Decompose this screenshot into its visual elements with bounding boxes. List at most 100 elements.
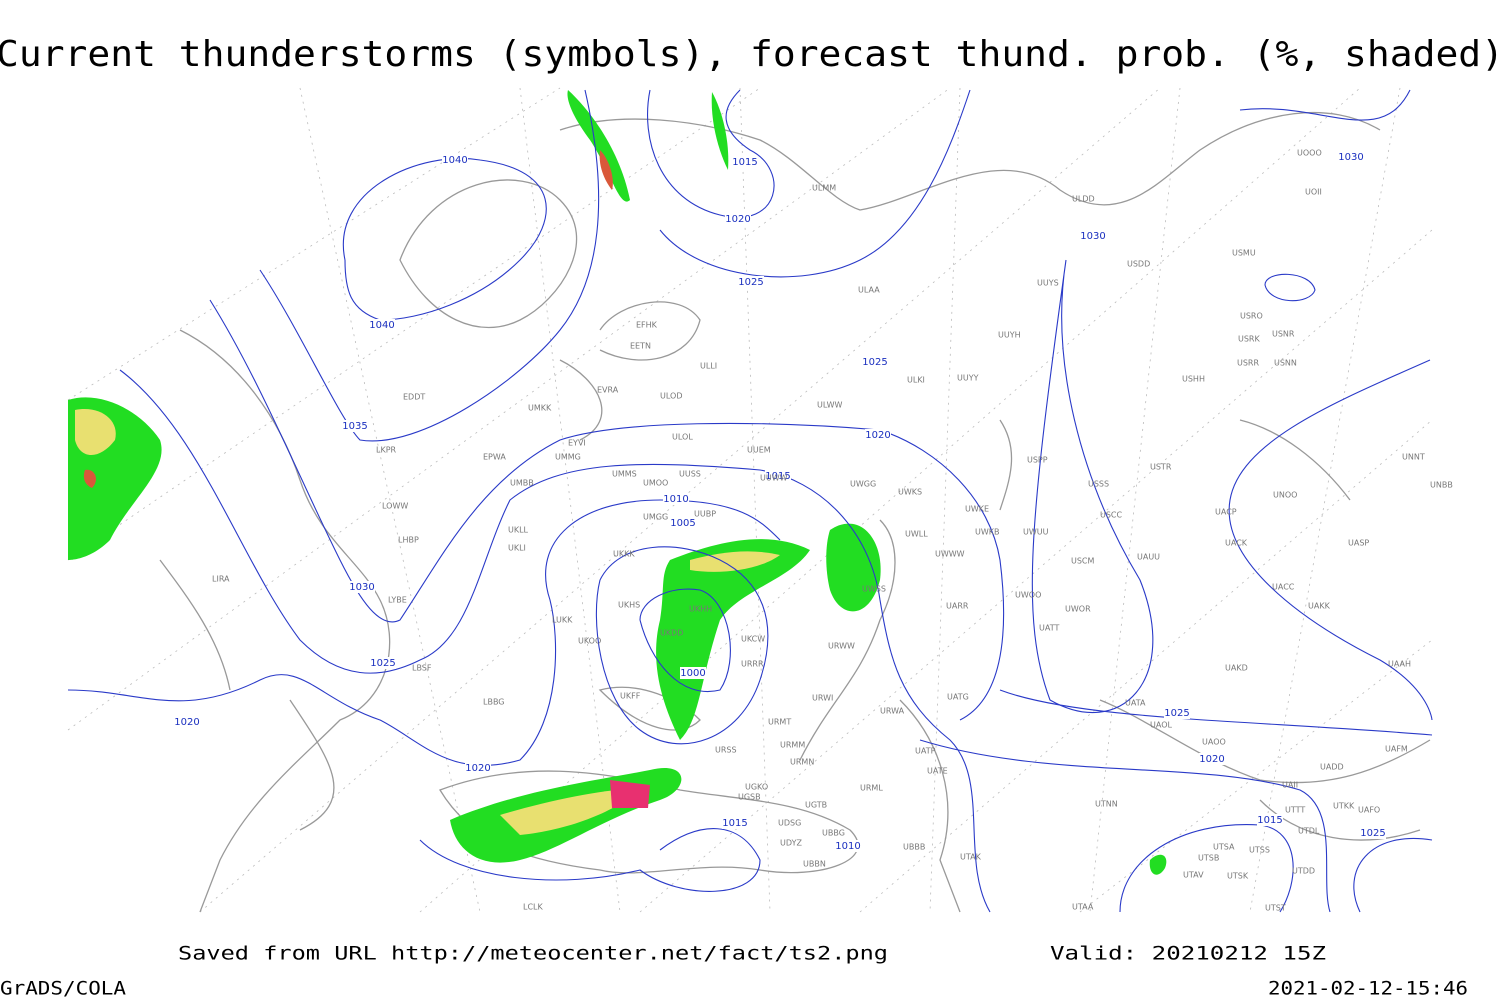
station-code: UGSB bbox=[738, 793, 761, 802]
station-code: UWOO bbox=[1015, 591, 1041, 600]
station-code: UOII bbox=[1305, 188, 1322, 197]
isobar-label-bg bbox=[1164, 707, 1190, 719]
isobar-label-bg bbox=[725, 213, 751, 225]
station-code: EFHK bbox=[636, 321, 658, 330]
station-code: USMU bbox=[1232, 249, 1256, 258]
station-code: UUEM bbox=[747, 446, 771, 455]
isobar-label-bg bbox=[1338, 151, 1364, 163]
station-code: USRR bbox=[1237, 359, 1259, 368]
station-code: UTAK bbox=[960, 853, 982, 862]
station-code: ULMM bbox=[812, 184, 836, 193]
station-code: UUYY bbox=[957, 374, 979, 383]
station-code: USPP bbox=[1027, 456, 1048, 465]
coastlines bbox=[159, 111, 1431, 913]
station-code: UKFF bbox=[620, 692, 641, 701]
station-code: URMT bbox=[768, 718, 791, 727]
station-code: UAFM bbox=[1385, 745, 1408, 754]
station-code: EPWA bbox=[483, 453, 506, 462]
station-code: URRR bbox=[741, 660, 764, 669]
station-code: UUBP bbox=[694, 510, 716, 519]
station-code: UTST bbox=[1265, 904, 1286, 913]
station-code: UDYZ bbox=[780, 839, 802, 848]
station-code: UUWW bbox=[760, 474, 788, 483]
isobar-label-bg bbox=[670, 517, 696, 529]
station-code: UTKK bbox=[1333, 802, 1355, 811]
isobar-label: 1020 bbox=[1199, 754, 1224, 765]
station-code: UAII bbox=[1282, 781, 1298, 790]
station-code: UTDD bbox=[1292, 867, 1315, 876]
isobar-label: 1010 bbox=[835, 841, 860, 852]
station-code: USCM bbox=[1071, 557, 1095, 566]
station-code: UWKB bbox=[975, 528, 1000, 537]
isobar-label-bg bbox=[369, 319, 395, 331]
station-code: LBBG bbox=[483, 698, 505, 707]
isobar-label: 1020 bbox=[725, 214, 750, 225]
station-code: UDSG bbox=[778, 819, 801, 828]
station-code: USCC bbox=[1100, 511, 1123, 520]
station-code: UNBB bbox=[1430, 481, 1453, 490]
station-code: UTTT bbox=[1285, 806, 1305, 815]
station-code: ULAA bbox=[858, 286, 880, 295]
station-code: UKLI bbox=[508, 544, 526, 553]
isobar-label: 1025 bbox=[1164, 708, 1189, 719]
isobar-label-bg bbox=[732, 156, 758, 168]
isobar-label-bg bbox=[442, 154, 468, 166]
isobar-label: 1010 bbox=[663, 494, 688, 505]
station-code: UWOR bbox=[1065, 605, 1091, 614]
isobar-label: 1030 bbox=[1338, 152, 1363, 163]
station-code: UKLL bbox=[508, 526, 529, 535]
station-code: UBBG bbox=[822, 829, 845, 838]
station-code: UATA bbox=[1125, 699, 1146, 708]
station-code: UTSA bbox=[1213, 843, 1235, 852]
isobar-label: 1040 bbox=[369, 320, 394, 331]
station-code: UMKK bbox=[528, 404, 552, 413]
station-code: UWUU bbox=[1023, 528, 1049, 537]
isobar-label: 1020 bbox=[174, 717, 199, 728]
isobar-label: 1015 bbox=[722, 818, 747, 829]
station-code: UTDL bbox=[1298, 827, 1320, 836]
station-code: UUYH bbox=[998, 331, 1021, 340]
station-code: UUYS bbox=[1037, 279, 1059, 288]
station-code: LCLK bbox=[523, 903, 544, 912]
isobar-label: 1025 bbox=[738, 277, 763, 288]
thunderstorm-probability bbox=[68, 90, 1167, 875]
station-code: UTSB bbox=[1198, 854, 1219, 863]
station-code: ULLI bbox=[700, 362, 717, 371]
station-code: EDDT bbox=[403, 393, 425, 402]
source-url: Saved from URL http://meteocenter.net/fa… bbox=[178, 943, 888, 965]
isobar-label-bg bbox=[865, 429, 891, 441]
isobar-label: 1015 bbox=[732, 157, 757, 168]
station-code: UATE bbox=[927, 767, 948, 776]
station-code: UWKS bbox=[898, 488, 922, 497]
station-code: URML bbox=[860, 784, 883, 793]
station-code: USDD bbox=[1127, 260, 1150, 269]
isobar-label: 1020 bbox=[865, 430, 890, 441]
isobar-label-bg bbox=[342, 420, 368, 432]
station-code: USSS bbox=[1088, 480, 1109, 489]
station-code: UAKK bbox=[1308, 602, 1331, 611]
station-code: URWA bbox=[880, 707, 905, 716]
station-code: UWSS bbox=[862, 585, 886, 594]
station-code: UUSS bbox=[679, 470, 701, 479]
isobar-label: 1030 bbox=[349, 582, 374, 593]
station-code: ULOD bbox=[660, 392, 682, 401]
station-code: UATG bbox=[947, 693, 969, 702]
station-code: USRO bbox=[1240, 312, 1263, 321]
isobar-label-bg bbox=[1199, 753, 1225, 765]
isobar-label-bg bbox=[370, 657, 396, 669]
station-code: LOWW bbox=[382, 502, 408, 511]
isobar-label: 1035 bbox=[342, 421, 367, 432]
station-code: UARR bbox=[946, 602, 969, 611]
station-code: UWKE bbox=[965, 505, 989, 514]
isobar-label-bg bbox=[835, 840, 861, 852]
isobar-label-bg bbox=[680, 667, 706, 679]
station-code: URWW bbox=[828, 642, 855, 651]
isobar-label-bg bbox=[174, 716, 200, 728]
station-code: USRK bbox=[1238, 335, 1260, 344]
valid-time: Valid: 20210212 15Z bbox=[1050, 943, 1326, 965]
station-code: UKKK bbox=[613, 550, 635, 559]
station-code: URMN bbox=[790, 758, 814, 767]
station-code: UTAV bbox=[1183, 871, 1204, 880]
station-code: USHH bbox=[1182, 375, 1205, 384]
